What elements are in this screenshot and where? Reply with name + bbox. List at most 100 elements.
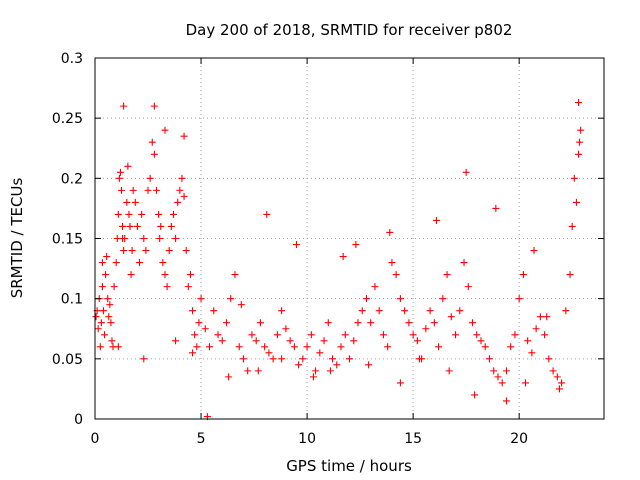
data-point <box>362 295 370 303</box>
data-point <box>174 198 182 206</box>
data-point <box>339 253 347 261</box>
data-point <box>566 271 574 279</box>
data-point <box>549 367 557 375</box>
data-point <box>172 337 180 345</box>
data-point <box>333 361 341 369</box>
data-point <box>180 132 188 140</box>
data-point <box>282 325 290 333</box>
data-point <box>481 343 489 351</box>
data-point <box>329 355 337 363</box>
data-point <box>172 235 180 242</box>
data-point <box>307 331 315 339</box>
data-point <box>119 222 127 230</box>
data-point <box>426 307 434 315</box>
x-tick-label: 5 <box>197 431 206 447</box>
data-point <box>206 343 214 351</box>
x-tick-label: 10 <box>298 431 316 447</box>
y-tick-label: 0.15 <box>52 232 83 248</box>
data-point <box>231 271 239 279</box>
y-tick-label: 0.25 <box>52 111 83 127</box>
data-point <box>112 259 120 267</box>
data-point <box>161 126 169 134</box>
y-tick-label: 0.1 <box>61 292 83 308</box>
x-axis-label: GPS time / hours <box>286 457 412 475</box>
data-point <box>498 379 506 387</box>
data-point <box>278 355 286 363</box>
data-point <box>98 283 106 291</box>
data-point <box>252 337 260 345</box>
data-point <box>110 283 118 291</box>
data-point <box>303 343 311 351</box>
data-point <box>244 367 252 375</box>
data-point <box>367 319 375 327</box>
data-point <box>273 331 281 339</box>
data-point <box>124 162 132 170</box>
y-axis-label: SRMTID / TECUs <box>8 178 26 299</box>
data-point <box>456 307 464 315</box>
data-point <box>163 283 171 291</box>
data-point <box>278 307 286 315</box>
data-point <box>235 343 243 351</box>
data-point <box>346 355 353 363</box>
data-point <box>225 373 233 381</box>
data-point <box>184 283 192 291</box>
data-point <box>350 337 358 345</box>
data-point <box>101 331 109 339</box>
data-point <box>485 355 493 363</box>
data-point <box>167 222 175 230</box>
data-point <box>182 247 190 255</box>
data-point <box>197 295 205 303</box>
data-point <box>286 337 294 345</box>
data-point <box>115 174 123 182</box>
data-point <box>524 337 532 345</box>
data-point <box>522 379 530 387</box>
data-point <box>193 343 201 351</box>
data-point <box>435 343 443 351</box>
data-point <box>178 174 186 182</box>
data-point <box>176 186 184 194</box>
data-point <box>384 343 392 351</box>
data-point <box>316 349 324 357</box>
data-point <box>169 210 177 218</box>
data-point <box>107 319 115 327</box>
data-point <box>138 210 146 218</box>
data-point <box>295 361 303 369</box>
data-point <box>153 186 161 194</box>
data-point <box>392 271 400 279</box>
data-point <box>462 168 470 176</box>
data-point <box>575 150 583 158</box>
data-point <box>144 186 152 194</box>
data-point <box>507 343 515 351</box>
data-point <box>413 337 421 345</box>
data-point <box>352 241 360 249</box>
data-point <box>337 343 345 351</box>
data-point <box>210 307 218 315</box>
data-point <box>156 235 164 242</box>
data-point <box>430 319 438 327</box>
data-point <box>562 307 570 315</box>
data-point <box>409 331 417 339</box>
data-point <box>575 99 583 107</box>
data-point <box>102 271 110 279</box>
data-point <box>326 367 334 375</box>
data-point <box>105 313 113 321</box>
data-point <box>146 174 154 182</box>
data-point <box>157 222 165 230</box>
data-point <box>452 331 460 339</box>
data-point <box>116 168 124 176</box>
data-point <box>108 337 116 345</box>
data-point <box>99 307 107 315</box>
data-point <box>445 367 453 375</box>
data-point <box>129 186 137 194</box>
data-point <box>140 355 148 363</box>
data-point <box>165 247 173 255</box>
y-tick-label: 0.3 <box>61 51 83 67</box>
data-point <box>133 222 141 230</box>
data-point <box>320 337 328 345</box>
data-point <box>396 295 404 303</box>
data-point <box>106 301 114 309</box>
data-point <box>379 331 387 339</box>
y-tick-label: 0.2 <box>61 171 83 187</box>
data-point <box>222 319 230 327</box>
